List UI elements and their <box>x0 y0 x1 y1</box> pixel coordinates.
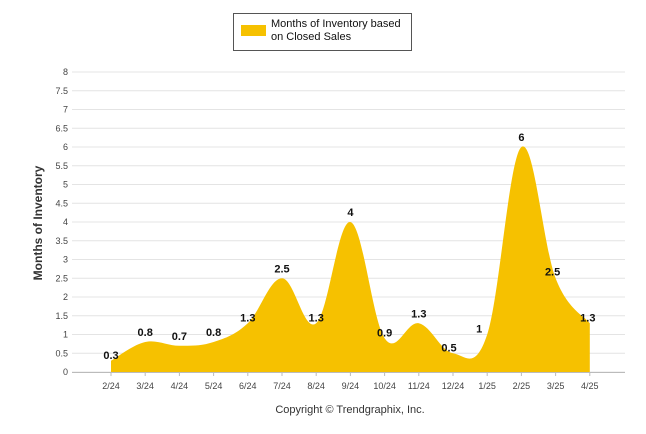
data-label: 0.8 <box>138 327 153 339</box>
x-tick-label: 5/24 <box>205 381 223 391</box>
y-tick-label: 0.5 <box>55 348 68 358</box>
series-area <box>111 146 590 372</box>
legend-line-2: on Closed Sales <box>271 31 352 43</box>
data-labels: 0.3 0.8 0.7 0.8 1.3 2.5 1.3 4 0.9 1.3 0.5 1 6 2.5 1.3 <box>103 132 595 362</box>
y-tick-label: 5.5 <box>55 161 68 171</box>
x-axis-ticks: 2/24 3/24 4/24 5/24 6/24 7/24 8/24 9/24 10/24 11/… <box>102 381 598 391</box>
y-tick-label: 0 <box>63 367 68 377</box>
data-label: 0.3 <box>103 350 118 362</box>
y-tick-label: 6 <box>63 142 68 152</box>
x-tick-label: 2/25 <box>513 381 531 391</box>
data-label: 2.5 <box>545 266 560 278</box>
x-tick-label: 6/24 <box>239 381 257 391</box>
data-label: 0.8 <box>206 327 221 339</box>
y-tick-label: 2 <box>63 292 68 302</box>
x-tick-label: 12/24 <box>442 381 465 391</box>
area-layer <box>111 146 590 372</box>
data-label: 1 <box>476 324 482 336</box>
data-label: 2.5 <box>274 263 289 275</box>
data-label: 1.3 <box>411 308 426 320</box>
y-axis-ticks: 0 0.5 1 1.5 2 2.5 3 3.5 4 4.5 5 5.5 6 6.5 7 7.5 8 <box>55 67 68 377</box>
data-label: 1.3 <box>580 312 595 324</box>
data-label: 1.3 <box>240 312 255 324</box>
data-label: 6 <box>518 132 524 144</box>
x-tick-label: 1/25 <box>478 381 496 391</box>
y-tick-label: 8 <box>63 67 68 77</box>
y-tick-label: 4.5 <box>55 198 68 208</box>
y-tick-label: 4 <box>63 217 68 227</box>
legend: Months of Inventory based on Closed Sale… <box>233 13 412 51</box>
data-label: 1.3 <box>309 312 324 324</box>
x-axis <box>72 372 625 376</box>
y-tick-label: 1 <box>63 330 68 340</box>
x-tick-label: 11/24 <box>408 381 430 391</box>
legend-line-1: Months of Inventory based <box>271 18 401 30</box>
x-tick-label: 10/24 <box>373 381 396 391</box>
y-tick-label: 1.5 <box>55 311 68 321</box>
data-label: 0.9 <box>377 327 392 339</box>
y-tick-label: 5 <box>63 180 68 190</box>
y-tick-label: 6.5 <box>55 123 68 133</box>
x-tick-label: 4/25 <box>581 381 599 391</box>
copyright-text: Copyright © Trendgraphix, Inc. <box>275 404 424 416</box>
data-label: 0.5 <box>441 342 456 354</box>
x-tick-label: 3/24 <box>136 381 154 391</box>
y-axis-title: Months of Inventory <box>31 165 45 280</box>
data-label: 4 <box>347 207 354 219</box>
x-tick-label: 7/24 <box>273 381 291 391</box>
x-tick-label: 9/24 <box>342 381 360 391</box>
data-label: 0.7 <box>172 331 187 343</box>
y-tick-label: 2.5 <box>55 273 68 283</box>
y-tick-label: 7 <box>63 105 68 115</box>
x-tick-label: 3/25 <box>547 381 565 391</box>
x-tick-label: 2/24 <box>102 381 120 391</box>
y-tick-label: 7.5 <box>55 86 68 96</box>
legend-swatch <box>241 25 266 36</box>
x-tick-label: 4/24 <box>171 381 189 391</box>
y-tick-label: 3.5 <box>55 236 68 246</box>
x-tick-label: 8/24 <box>307 381 325 391</box>
y-tick-label: 3 <box>63 255 68 265</box>
